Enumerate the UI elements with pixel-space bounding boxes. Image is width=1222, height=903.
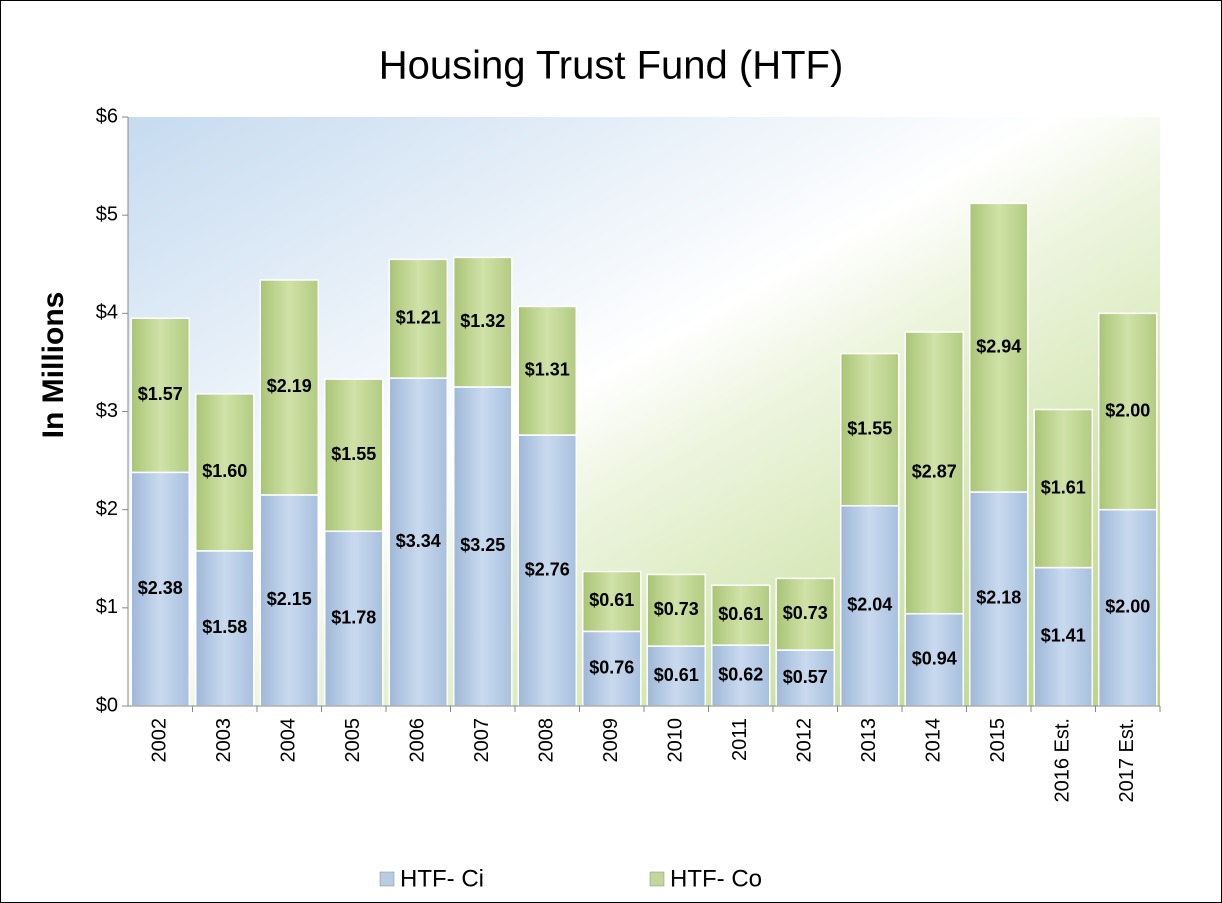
x-tick-label: 2009 (600, 718, 622, 763)
bar-segment (710, 584, 771, 646)
y-tick-label: $3 (96, 400, 118, 422)
x-tick-label: 2012 (794, 718, 816, 763)
legend-label: HTF- Co (670, 865, 762, 892)
bar-segment (904, 331, 965, 615)
data-label: $1.61 (1041, 477, 1086, 497)
x-tick-label: 2002 (149, 718, 171, 763)
data-label: $0.61 (589, 590, 634, 610)
bar-segment (1097, 312, 1158, 511)
x-tick-label: 2008 (536, 718, 558, 763)
y-tick-label: $5 (96, 203, 118, 225)
data-label: $0.94 (912, 649, 957, 669)
x-tick-label: 2011 (729, 718, 751, 761)
x-tick-label: 2014 (923, 718, 945, 763)
data-label: $0.73 (654, 599, 699, 619)
data-label: $1.55 (847, 418, 892, 438)
x-tick-label: 2005 (342, 718, 364, 763)
data-label: $3.34 (396, 531, 441, 551)
y-tick-label: $4 (96, 302, 118, 324)
bar-segment (452, 386, 513, 707)
x-tick-label: 2016 Est. (1052, 718, 1074, 803)
x-tick-label: 2015 (987, 718, 1009, 763)
data-label: $1.32 (460, 311, 505, 331)
data-label: $0.62 (718, 664, 763, 684)
legend-label: HTF- Ci (400, 865, 484, 892)
bar-segment (388, 258, 449, 379)
y-tick-label: $1 (96, 596, 118, 618)
data-label: $2.00 (1105, 400, 1150, 420)
data-label: $1.60 (202, 461, 247, 481)
data-label: $1.21 (396, 307, 441, 327)
bar-segment (259, 494, 320, 707)
x-tick-label: 2007 (471, 718, 493, 763)
data-label: $2.87 (912, 462, 957, 482)
x-tick-label: 2003 (213, 718, 235, 763)
data-label: $1.78 (331, 607, 376, 627)
data-label: $2.19 (267, 376, 312, 396)
bar-segment (968, 202, 1029, 493)
x-tick-label: 2010 (665, 718, 687, 763)
bar-segment (775, 577, 836, 651)
data-label: $2.38 (138, 578, 183, 598)
bar-segment (1033, 566, 1094, 707)
legend-swatch (379, 871, 395, 887)
bar-segment (388, 377, 449, 707)
data-label: $2.18 (976, 588, 1021, 608)
bar-segment (130, 317, 191, 474)
data-label: $0.76 (589, 657, 634, 677)
y-tick-label: $0 (96, 694, 118, 716)
data-label: $2.00 (1105, 597, 1150, 617)
y-tick-label: $2 (96, 498, 118, 520)
data-label: $1.58 (202, 617, 247, 637)
legend-swatch (649, 871, 665, 887)
bar-segment (839, 352, 900, 507)
x-tick-label: 2013 (858, 718, 880, 763)
bar-segment (646, 573, 707, 647)
data-label: $0.61 (718, 604, 763, 624)
data-label: $0.57 (783, 667, 828, 687)
bar-segment (452, 256, 513, 388)
data-label: $2.76 (525, 559, 570, 579)
y-axis-label: In Millions (37, 292, 70, 439)
data-label: $2.04 (847, 595, 892, 615)
x-tick-label: 2004 (278, 718, 300, 763)
bar-segment (194, 393, 255, 552)
data-label: $1.31 (525, 360, 570, 380)
data-label: $0.73 (783, 603, 828, 623)
data-label: $1.57 (138, 384, 183, 404)
data-label: $1.55 (331, 444, 376, 464)
bar-segment (775, 649, 836, 707)
x-tick-label: 2006 (407, 718, 429, 763)
bar-segment (323, 378, 384, 533)
data-label: $0.61 (654, 665, 699, 685)
bar-segment (1033, 408, 1094, 569)
data-label: $2.15 (267, 589, 312, 609)
bar-segment (259, 279, 320, 496)
data-label: $3.25 (460, 535, 505, 555)
bar-segment (581, 570, 642, 633)
x-tick-label: 2017 Est. (1116, 718, 1138, 803)
y-tick-label: $6 (96, 105, 118, 127)
bar-segment (517, 305, 578, 436)
chart-title: Housing Trust Fund (HTF) (379, 44, 844, 88)
bar-segment (130, 471, 191, 707)
data-label: $2.94 (976, 336, 1021, 356)
data-label: $1.41 (1041, 626, 1086, 646)
